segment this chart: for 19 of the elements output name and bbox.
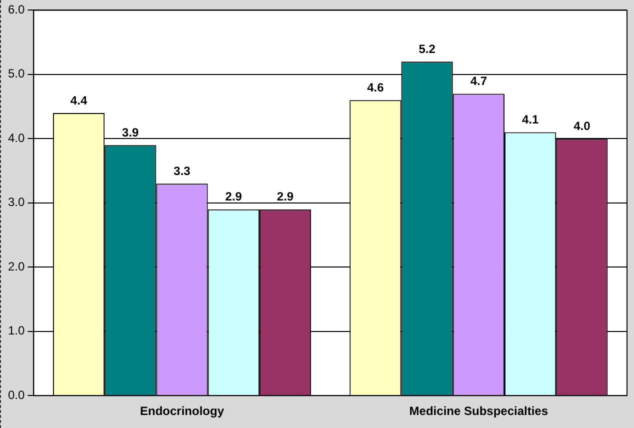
data-label: 4.6 — [367, 80, 384, 94]
x-tick-label: Endocrinology — [140, 404, 224, 418]
data-label: 4.0 — [574, 118, 591, 133]
y-tick-label: 6.0 — [8, 2, 25, 17]
y-tick-label: 3.0 — [8, 195, 25, 210]
data-label: 2.9 — [276, 190, 294, 204]
data-label: 4.7 — [470, 74, 488, 88]
data-label: 3.9 — [122, 125, 140, 140]
y-tick-label: 1.0 — [8, 324, 25, 338]
data-label: 4.4 — [70, 93, 88, 108]
data-label: 4.1 — [522, 112, 539, 127]
y-tick-label: 4.0 — [8, 130, 25, 145]
data-label: 2.9 — [225, 190, 242, 204]
data-label: 3.3 — [174, 164, 191, 178]
y-tick-label: 5.0 — [8, 66, 25, 81]
data-label: 5.2 — [418, 42, 436, 56]
y-tick-label: 2.0 — [8, 259, 25, 274]
y-tick-label: 0.0 — [8, 388, 25, 402]
x-tick-label: Medicine Subspecialties — [409, 404, 548, 418]
